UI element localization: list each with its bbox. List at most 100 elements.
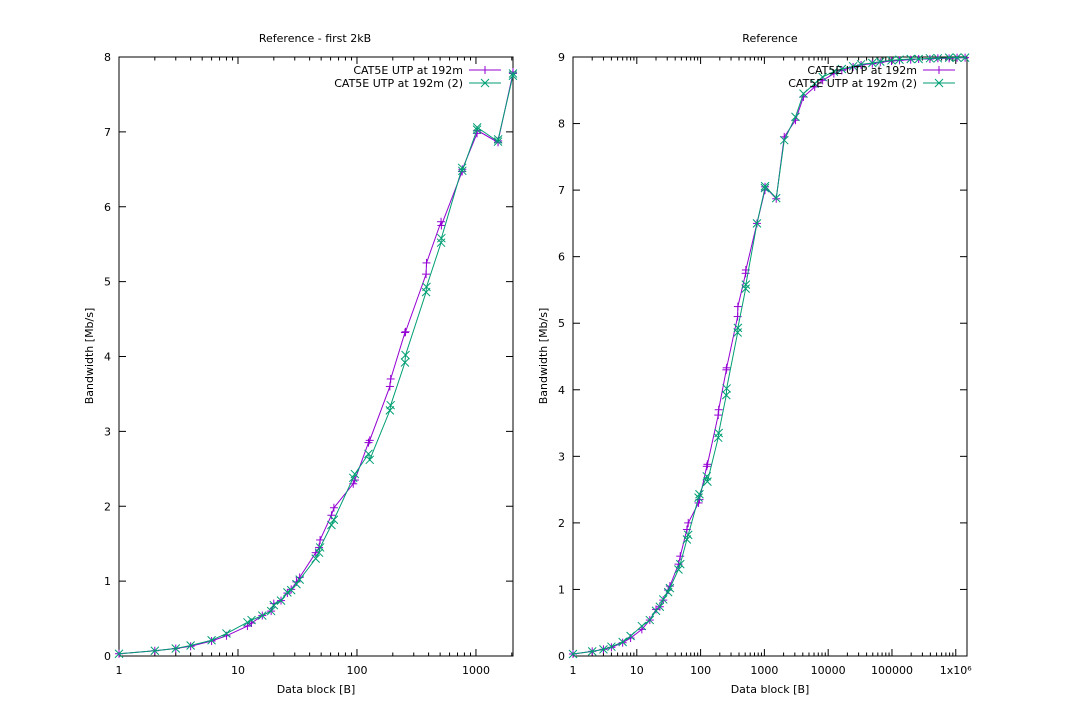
chart-left-legend-label-1: CAT5E UTP at 192m bbox=[353, 64, 463, 77]
chart-left-frame bbox=[118, 56, 514, 657]
chart-right-series-2-point bbox=[658, 595, 668, 604]
chart-left-xtick-label: 10 bbox=[231, 664, 245, 677]
chart-right-series-2-point bbox=[568, 649, 578, 659]
chart-right-series-2-point bbox=[906, 54, 916, 64]
chart-right-series-2-point bbox=[779, 135, 789, 145]
chart-right-xtick-label: 100 bbox=[690, 664, 711, 677]
chart-left-series-2-point bbox=[422, 282, 431, 292]
chart-right-series-2-point bbox=[741, 280, 751, 289]
chart-right-series-2-point bbox=[944, 53, 954, 63]
chart-right-series-2-point bbox=[771, 193, 781, 203]
chart-left-series-2-point bbox=[292, 579, 301, 589]
chart-left-x-axis: 1 10 100 1000 bbox=[116, 57, 513, 677]
chart-left-series-2-point bbox=[472, 123, 482, 132]
chart-right-series-2-point bbox=[607, 642, 616, 652]
chart-left-series-2-point bbox=[207, 635, 216, 645]
chart-right-series-2-point bbox=[722, 384, 731, 393]
chart-right-series-2-line bbox=[572, 57, 966, 655]
chart-left-series-2-point bbox=[457, 163, 467, 173]
chart-right-series-2-point bbox=[818, 72, 828, 82]
chart-left-series-1-point bbox=[385, 382, 394, 391]
chart-right-series-2-point bbox=[810, 79, 820, 88]
chart-left-series-2-point bbox=[350, 469, 360, 479]
chart-right-series-2-point bbox=[960, 53, 970, 63]
chart-left-y-axis: 0 1 2 3 4 5 6 7 8 bbox=[104, 51, 513, 663]
chart-right-series-2-point bbox=[760, 183, 770, 193]
chart-right-series-2-point bbox=[587, 646, 597, 656]
chart-left-series-2-point bbox=[266, 606, 276, 616]
chart-left-series-2-point bbox=[114, 649, 124, 659]
chart-left-series-1-point bbox=[400, 328, 409, 337]
chart-right-ytick-label: 8 bbox=[558, 118, 565, 131]
chart-left-title: Reference - first 2kB bbox=[259, 32, 371, 45]
chart-right-ytick-label: 5 bbox=[558, 317, 565, 330]
chart-right-series-2-point bbox=[752, 219, 762, 228]
chart-right-series-2-point bbox=[914, 54, 924, 64]
chart-right-series-2-point bbox=[695, 489, 704, 499]
chart-left-series-2-point bbox=[364, 449, 373, 459]
chart-right-series-2-point bbox=[867, 58, 877, 68]
chart-left-legend-marker-2 bbox=[480, 78, 490, 88]
chart-right-series-2-point bbox=[848, 61, 858, 71]
chart-right-title: Reference bbox=[742, 32, 798, 45]
chart-right-plot-area bbox=[568, 53, 970, 659]
chart-right-series-1-point bbox=[714, 405, 723, 414]
chart-right-series-2-point bbox=[599, 644, 608, 654]
chart-left-series-2-point bbox=[276, 596, 286, 605]
chart-left-series-2-point bbox=[222, 629, 231, 638]
chart-left-ytick-label: 8 bbox=[104, 51, 111, 64]
chart-left-ytick-label: 5 bbox=[104, 276, 111, 289]
chart-right-series-2-point bbox=[626, 631, 635, 641]
chart-left-legend-swatch-1 bbox=[469, 66, 501, 74]
chart-right-series-2-point bbox=[856, 59, 866, 69]
chart-left-xtick-label: 100 bbox=[346, 664, 367, 677]
chart-left-xtick-label: 1000 bbox=[462, 664, 490, 677]
chart-left-series-2-point bbox=[257, 611, 267, 620]
chart-left-series-2-point bbox=[314, 548, 324, 558]
chart-left-series-2-point bbox=[150, 646, 160, 656]
chart-left-series-1-point bbox=[422, 258, 431, 267]
chart-left-series-2-point bbox=[457, 166, 467, 176]
chart-left-ytick-label: 7 bbox=[104, 126, 111, 139]
chart-right-series-2-point bbox=[694, 493, 703, 502]
chart-right-series-1-point bbox=[684, 518, 693, 527]
chart-right-series-2-point bbox=[741, 284, 751, 293]
chart-right-series-2-point bbox=[837, 64, 847, 74]
chart-right-series-2-point bbox=[933, 53, 943, 63]
chart-left-series-1-point bbox=[386, 374, 395, 383]
chart-left-xtick-label: 1 bbox=[116, 664, 123, 677]
chart-right-ytick-label: 0 bbox=[558, 650, 565, 663]
chart-left-series-2-point bbox=[286, 585, 296, 595]
chart-right-ytick-label: 9 bbox=[558, 51, 565, 64]
chart-right-ytick-label: 7 bbox=[558, 184, 565, 197]
chart-right-series-2-point bbox=[799, 89, 808, 98]
chart-right-xtick-label: 1 bbox=[570, 664, 577, 677]
chart-right-xtick-label: 1x10⁶ bbox=[940, 664, 973, 677]
chart-left-y-label: Bandwidth [Mb/s] bbox=[83, 308, 96, 405]
chart-left-series-2-point bbox=[508, 69, 518, 78]
chart-left-series-2-point bbox=[269, 600, 279, 610]
chart-right-legend-label-1: CAT5E UTP at 192m bbox=[807, 64, 917, 77]
chart-left-ytick-label: 4 bbox=[104, 351, 111, 364]
chart-right-ytick-label: 1 bbox=[558, 583, 565, 596]
chart-left-series-2-line bbox=[118, 73, 514, 655]
chart-right-x-axis: 1 10 100 1000 10000 100000 1x10⁶ bbox=[570, 57, 973, 677]
chart-left-series-2-point bbox=[315, 543, 325, 552]
chart-left: Reference - first 2kB 1 10 100 1000 0123456… bbox=[83, 32, 518, 696]
chart-left-legend-marker-1 bbox=[481, 66, 489, 74]
chart-left-legend-swatch-2 bbox=[469, 78, 501, 88]
chart-right-ytick-label: 6 bbox=[558, 251, 565, 264]
chart-right-series-2-point bbox=[721, 390, 731, 400]
chart-left-series-1-point bbox=[316, 535, 325, 544]
chart-left-series-2-point bbox=[400, 358, 410, 367]
chart-left-series-2-point bbox=[295, 575, 305, 584]
chart-right: Reference 1 10 100 1000 10000 100000 1x10⁶ 012… bbox=[537, 32, 972, 696]
chart-left-series-1-point bbox=[422, 270, 431, 279]
chart-left-series-2-point bbox=[508, 71, 518, 81]
chart-left-series-2-point bbox=[386, 400, 396, 410]
chart-left-series-2-point bbox=[385, 406, 395, 415]
chart-right-series-1-point bbox=[703, 460, 712, 469]
chart-right-series-2-point bbox=[887, 55, 896, 65]
chart-right-xtick-label: 10 bbox=[630, 664, 644, 677]
